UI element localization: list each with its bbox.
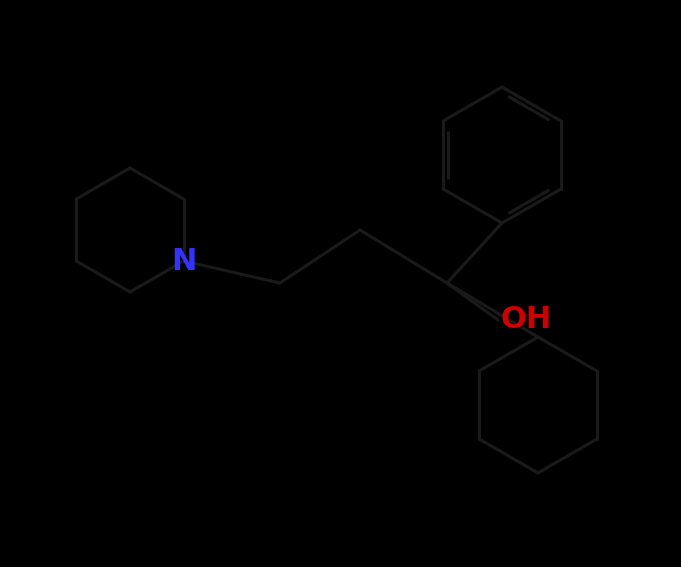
- Text: OH: OH: [500, 306, 551, 335]
- Text: N: N: [171, 247, 196, 276]
